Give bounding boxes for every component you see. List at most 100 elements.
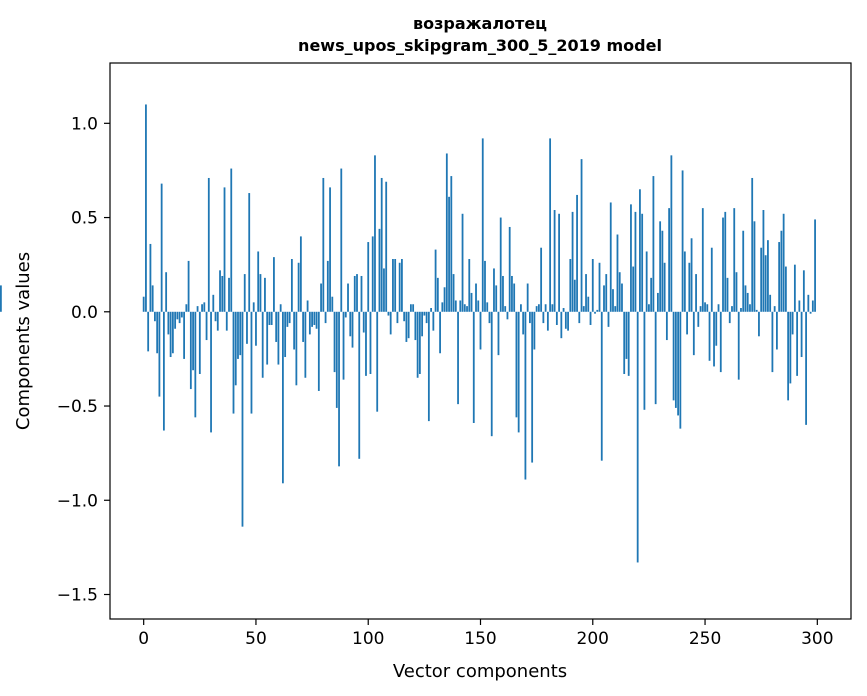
bar — [322, 177, 325, 312]
bar — [189, 311, 192, 390]
bar — [767, 240, 769, 312]
bar — [692, 311, 695, 356]
bar — [145, 104, 147, 312]
bar — [333, 311, 336, 373]
y-axis-label: Components values — [13, 252, 34, 430]
bar — [728, 311, 731, 324]
y-tick-label: 0.0 — [71, 303, 98, 323]
bar — [430, 308, 432, 312]
bar — [569, 259, 572, 312]
bar — [612, 289, 614, 312]
x-tick-label: 250 — [689, 629, 721, 649]
bar — [412, 304, 415, 312]
bar — [679, 311, 682, 429]
bar — [650, 277, 653, 312]
y-axis: 1.0 0.5 0.0 −0.5 −1.0 −1.5 — [57, 114, 110, 605]
bar — [764, 255, 767, 312]
bar — [171, 311, 174, 354]
bar — [407, 311, 410, 339]
bar — [553, 210, 556, 312]
bar — [600, 311, 603, 461]
bar — [290, 259, 293, 312]
bar — [268, 311, 271, 325]
bar — [636, 311, 639, 563]
x-axis-label: Vector components — [393, 661, 567, 682]
bar — [299, 236, 302, 312]
bar — [567, 311, 569, 331]
bar — [463, 304, 466, 312]
bar — [737, 311, 740, 380]
bar — [320, 283, 322, 312]
bar — [401, 259, 403, 312]
bar — [329, 187, 331, 312]
bar — [598, 262, 601, 312]
bar — [605, 274, 608, 312]
bar — [580, 159, 583, 312]
bar — [784, 266, 787, 312]
bar — [499, 217, 502, 312]
bar — [681, 170, 684, 312]
bar — [690, 238, 693, 312]
bar — [183, 311, 185, 359]
bar — [683, 251, 686, 312]
bar — [277, 311, 280, 365]
bar — [735, 272, 738, 312]
bar — [365, 311, 367, 376]
bar — [394, 259, 397, 312]
x-tick-label: 50 — [245, 629, 267, 649]
bar — [639, 189, 641, 312]
bar — [614, 306, 617, 312]
bar — [758, 311, 760, 337]
bar — [769, 294, 772, 312]
bar — [317, 311, 320, 391]
bar — [663, 262, 666, 312]
bar — [708, 311, 711, 361]
bar — [589, 311, 592, 325]
bar — [246, 311, 248, 344]
bar — [436, 277, 439, 312]
bar — [180, 311, 183, 318]
bar — [311, 311, 313, 327]
bar — [221, 275, 224, 312]
bar — [773, 306, 776, 312]
bar — [360, 275, 363, 312]
bar — [506, 311, 509, 320]
bar — [243, 274, 246, 312]
bar — [405, 311, 408, 342]
bar — [701, 208, 704, 312]
bar — [648, 304, 650, 312]
bar — [371, 236, 374, 312]
bar — [609, 202, 612, 312]
bar — [771, 311, 774, 373]
bar — [582, 306, 585, 312]
bar — [798, 300, 801, 312]
bar — [632, 266, 635, 312]
bar — [380, 177, 383, 312]
bar — [432, 311, 435, 331]
bar — [607, 311, 610, 327]
bar — [257, 251, 260, 312]
bar — [573, 279, 576, 312]
bar — [448, 196, 450, 312]
bar — [358, 311, 361, 459]
bar — [524, 311, 527, 480]
bar — [214, 311, 217, 322]
bar — [0, 285, 2, 312]
bar — [526, 283, 529, 312]
bar — [809, 311, 812, 314]
bar — [414, 311, 417, 341]
bar — [722, 217, 724, 312]
bar — [369, 311, 372, 374]
bar — [571, 211, 574, 312]
bar — [733, 208, 736, 312]
bar — [814, 219, 816, 312]
bar — [340, 168, 343, 312]
bar — [811, 300, 814, 312]
bar — [264, 277, 266, 312]
bar — [495, 285, 498, 312]
bar — [484, 260, 486, 312]
bar — [755, 309, 758, 312]
bar — [409, 304, 412, 312]
bar — [470, 292, 473, 312]
